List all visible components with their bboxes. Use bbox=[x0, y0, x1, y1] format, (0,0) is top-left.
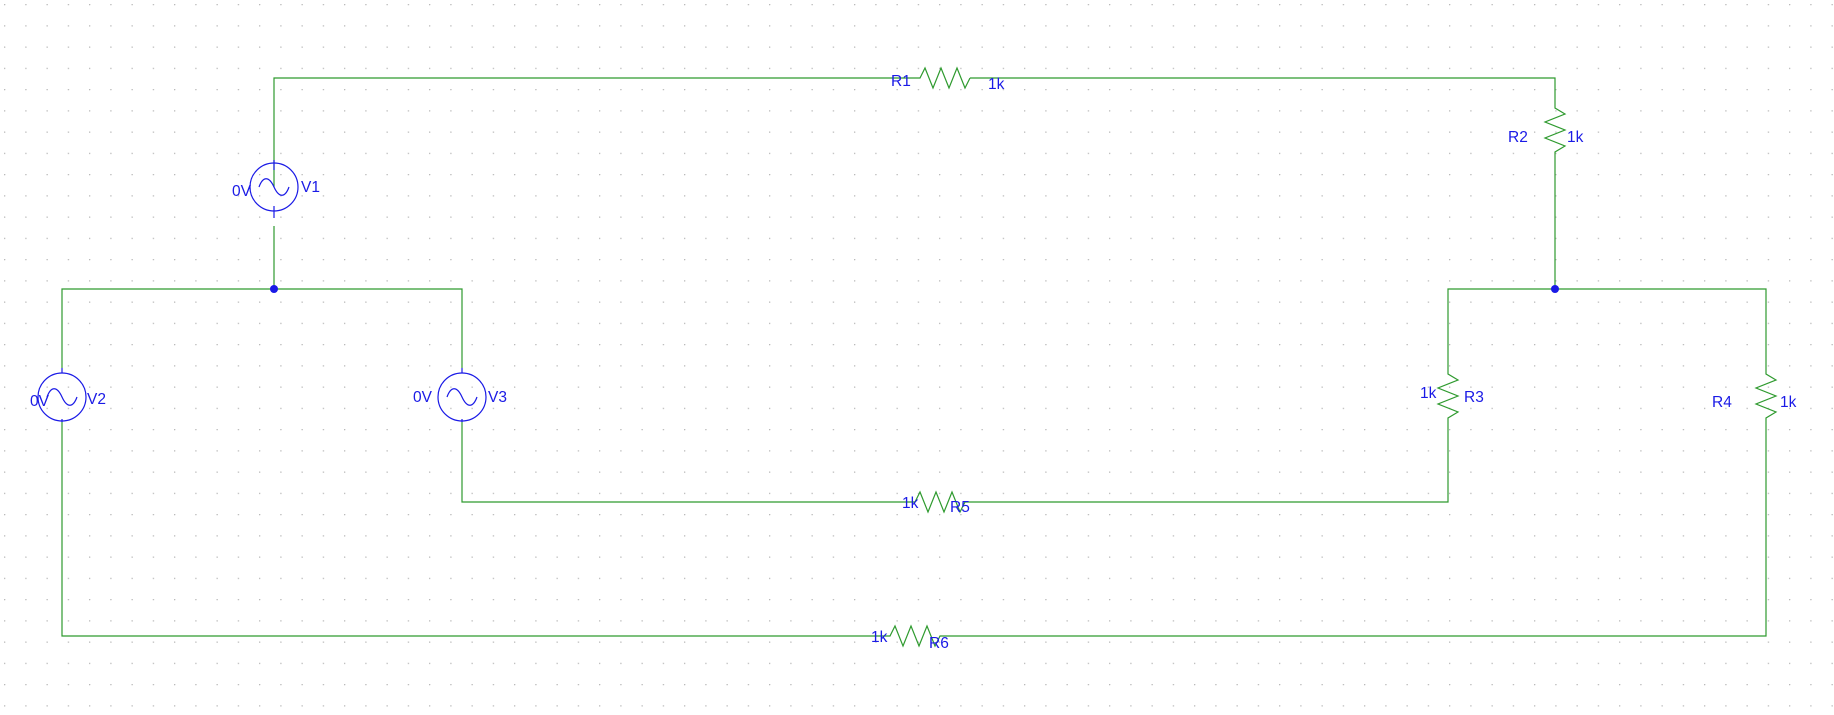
resistor-r1[interactable]: R1 1k bbox=[891, 66, 1005, 93]
resistor-r5-symbol[interactable] bbox=[900, 490, 990, 514]
wire-top-left[interactable] bbox=[273, 77, 910, 187]
resistor-r4-name: R4 bbox=[1712, 394, 1732, 411]
resistor-r2-name: R2 bbox=[1508, 129, 1528, 146]
resistor-r4-symbol[interactable] bbox=[1754, 368, 1778, 422]
resistor-r1-symbol[interactable] bbox=[910, 66, 971, 90]
wires bbox=[61, 77, 1767, 637]
voltage-source-v3-body[interactable] bbox=[437, 372, 487, 422]
resistor-r2[interactable]: R2 1k bbox=[1508, 100, 1584, 160]
resistor-r2-symbol[interactable] bbox=[1543, 100, 1567, 160]
resistor-r3-value: 1k bbox=[1420, 385, 1437, 402]
voltage-source-v3-name: V3 bbox=[488, 389, 507, 406]
wire-middle-loop-left[interactable] bbox=[461, 422, 900, 503]
voltage-source-v3[interactable]: 0V V3 bbox=[413, 368, 507, 422]
resistor-r2-value: 1k bbox=[1567, 129, 1584, 146]
resistor-r6-symbol[interactable] bbox=[870, 624, 960, 648]
resistor-r6-name: R6 bbox=[929, 635, 949, 652]
wire-top-right[interactable] bbox=[970, 77, 1556, 100]
wire-bottom-loop-left[interactable] bbox=[61, 422, 870, 637]
wire-left-bus[interactable] bbox=[61, 288, 463, 368]
junction-left bbox=[270, 285, 278, 293]
voltage-source-v1-body[interactable] bbox=[249, 162, 299, 212]
voltage-source-v1-value: 0V bbox=[232, 183, 252, 200]
wire-bottom-loop-right[interactable] bbox=[960, 422, 1767, 637]
sine-wave-icon bbox=[258, 178, 290, 196]
resistor-r6[interactable]: 1k R6 bbox=[870, 624, 960, 652]
voltage-source-v3-value: 0V bbox=[413, 389, 433, 406]
voltage-source-v1[interactable]: 0V V1 bbox=[232, 160, 320, 218]
junction-right bbox=[1551, 285, 1559, 293]
resistor-r1-name: R1 bbox=[891, 73, 911, 90]
resistor-r4[interactable]: R4 1k bbox=[1712, 368, 1797, 422]
wire-middle-loop-right[interactable] bbox=[990, 422, 1449, 503]
resistor-r1-value: 1k bbox=[988, 76, 1005, 93]
resistor-r3[interactable]: 1k R3 bbox=[1420, 368, 1484, 422]
resistor-r5-value: 1k bbox=[902, 495, 919, 512]
resistor-r3-name: R3 bbox=[1464, 389, 1484, 406]
voltage-source-v1-name: V1 bbox=[301, 179, 320, 196]
wire-right-bus[interactable] bbox=[1447, 288, 1767, 368]
voltage-source-v2-body[interactable] bbox=[37, 372, 87, 422]
resistor-r5[interactable]: 1k R5 bbox=[900, 490, 990, 516]
voltage-source-v2-name: V2 bbox=[87, 391, 106, 408]
resistor-r6-value: 1k bbox=[871, 629, 888, 646]
voltage-source-v2[interactable]: 0V V2 bbox=[30, 368, 106, 422]
voltage-source-v2-value: 0V bbox=[30, 393, 50, 410]
sine-wave-icon bbox=[446, 388, 478, 406]
resistor-r4-value: 1k bbox=[1780, 394, 1797, 411]
resistor-r5-name: R5 bbox=[950, 499, 970, 516]
sine-wave-icon bbox=[46, 388, 78, 406]
resistor-r3-symbol[interactable] bbox=[1436, 368, 1460, 422]
